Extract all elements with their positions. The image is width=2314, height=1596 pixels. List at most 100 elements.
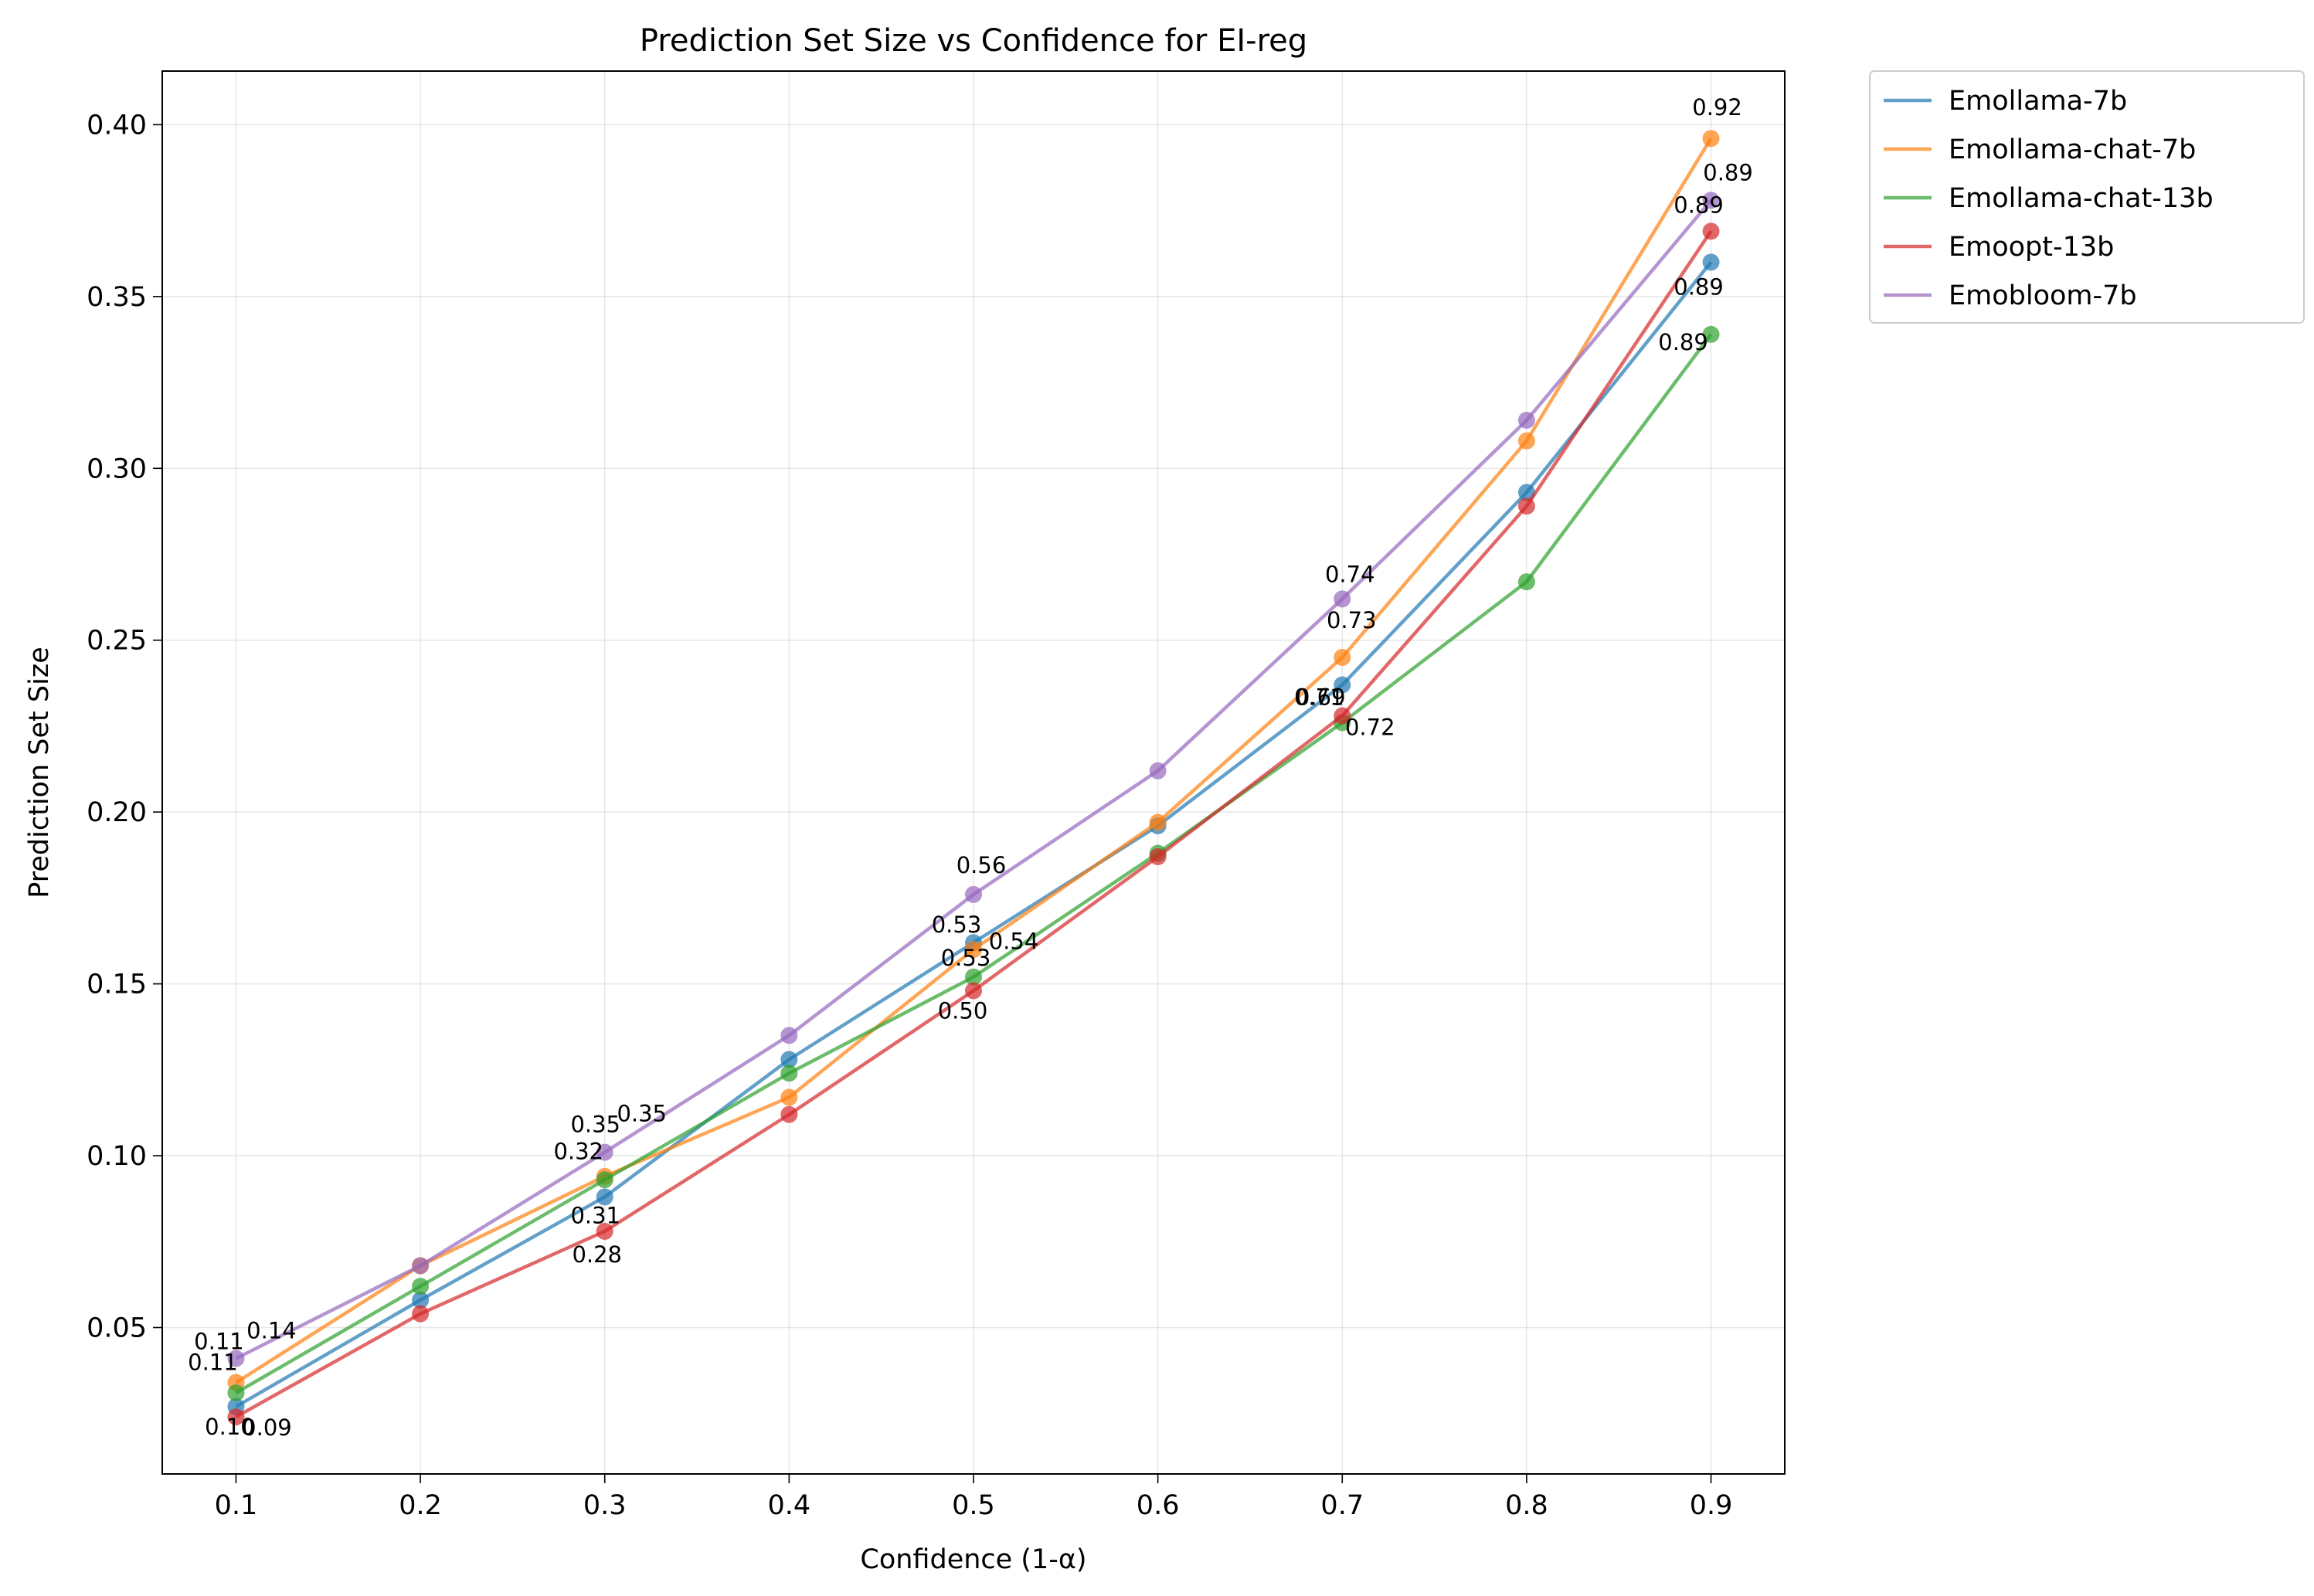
data-point xyxy=(596,1143,613,1161)
x-tick-label: 0.6 xyxy=(1137,1490,1180,1521)
grid xyxy=(162,71,1785,1474)
legend-item: Emoopt-13b xyxy=(1884,232,2114,263)
legend-item: Emobloom-7b xyxy=(1884,280,2137,311)
y-axis-label: Prediction Set Size xyxy=(24,647,55,898)
data-point xyxy=(1334,707,1351,725)
point-annotation: 0.10 xyxy=(205,1414,255,1440)
point-annotation: 0.50 xyxy=(938,997,988,1024)
data-point xyxy=(780,1051,798,1068)
data-point xyxy=(1334,590,1351,608)
data-point xyxy=(1149,847,1167,865)
data-point xyxy=(596,1188,613,1206)
point-annotation: 0.89 xyxy=(1673,273,1724,300)
point-annotation: 0.74 xyxy=(1325,561,1375,587)
point-annotation: 0.11 xyxy=(188,1350,238,1376)
data-point xyxy=(1517,432,1535,450)
data-point xyxy=(780,1027,798,1044)
y-tick-label: 0.30 xyxy=(87,453,147,484)
x-tick-label: 0.5 xyxy=(952,1490,995,1521)
point-annotation: 0.73 xyxy=(1327,607,1377,633)
point-annotation: 0.89 xyxy=(1703,159,1753,185)
data-point xyxy=(227,1408,245,1426)
data-point xyxy=(780,1065,798,1082)
data-point xyxy=(780,1088,798,1106)
point-annotation: 0.14 xyxy=(246,1318,297,1344)
legend-label: Emollama-7b xyxy=(1949,86,2127,117)
data-point xyxy=(412,1305,430,1323)
x-tick-label: 0.3 xyxy=(583,1490,627,1521)
series-emollama-chat-13b xyxy=(227,325,1720,1402)
data-point xyxy=(965,885,982,903)
series-emoopt-13b xyxy=(227,222,1720,1426)
legend-item: Emollama-chat-7b xyxy=(1884,134,2196,165)
point-annotation: 0.89 xyxy=(1673,192,1724,218)
point-annotation: 0.92 xyxy=(1692,94,1742,121)
data-point xyxy=(1517,497,1535,515)
point-annotation: 0.54 xyxy=(989,929,1039,955)
point-annotation: 0.35 xyxy=(617,1101,667,1127)
point-annotation: 0.71 xyxy=(1294,684,1344,711)
annotations: 0.10 0.31 0.53 0.71 0.89 0.11 0.32 0.53 0.73 0.92… xyxy=(188,94,1753,1441)
y-tick-label: 0.05 xyxy=(87,1312,147,1343)
point-annotation: 0.56 xyxy=(957,852,1007,878)
x-tick-label: 0.4 xyxy=(768,1490,811,1521)
point-annotation: 0.11 xyxy=(194,1329,244,1355)
data-point xyxy=(1334,676,1351,694)
x-axis-label: Confidence (1-α) xyxy=(860,1544,1086,1575)
y-tick-label: 0.35 xyxy=(87,282,147,313)
point-annotation: 0.31 xyxy=(570,1202,620,1228)
data-point xyxy=(412,1291,430,1309)
point-annotation: 0.32 xyxy=(553,1139,603,1165)
data-point xyxy=(227,1350,245,1367)
data-point xyxy=(1517,411,1535,429)
data-point xyxy=(1149,813,1167,831)
x-tick-label: 0.9 xyxy=(1690,1490,1733,1521)
y-tick-label: 0.20 xyxy=(87,797,147,828)
legend-item: Emollama-7b xyxy=(1884,86,2127,117)
x-tick-label: 0.1 xyxy=(215,1490,258,1521)
data-point xyxy=(412,1278,430,1295)
point-annotation: 0.35 xyxy=(570,1112,620,1138)
data-point xyxy=(965,941,982,959)
x-tick-label: 0.2 xyxy=(399,1490,442,1521)
data-point xyxy=(780,1105,798,1123)
data-point xyxy=(1702,325,1720,343)
point-annotation: 0.53 xyxy=(941,945,991,971)
legend-label: Emollama-chat-7b xyxy=(1949,134,2196,165)
point-annotation: 0.53 xyxy=(932,912,982,938)
axes: 0.1 0.2 0.3 0.4 0.5 0.6 0.7 0.8 0.9 0.05 0.10 0.15 0… xyxy=(87,110,1732,1521)
chart-title: Prediction Set Size vs Confidence for EI… xyxy=(640,23,1307,59)
x-tick-label: 0.7 xyxy=(1320,1490,1364,1521)
data-point xyxy=(227,1384,245,1402)
data-point xyxy=(965,968,982,986)
point-annotation: 0.89 xyxy=(1658,329,1708,355)
point-annotation: 0.72 xyxy=(1345,714,1395,740)
data-point xyxy=(1517,573,1535,591)
point-annotation: 0.09 xyxy=(242,1414,292,1441)
legend-box xyxy=(1869,70,2305,324)
y-tick-label: 0.10 xyxy=(87,1141,147,1172)
legend-label: Emobloom-7b xyxy=(1949,280,2137,311)
point-annotation: 0.69 xyxy=(1296,684,1346,711)
data-point xyxy=(412,1257,430,1275)
series-emobloom-7b xyxy=(227,192,1720,1367)
series-layer xyxy=(227,130,1720,1426)
data-point xyxy=(1702,222,1720,240)
legend-label: Emollama-chat-13b xyxy=(1949,183,2214,214)
legend-item: Emollama-chat-13b xyxy=(1884,183,2214,214)
data-point xyxy=(1334,648,1351,666)
y-tick-label: 0.40 xyxy=(87,110,147,141)
data-point xyxy=(1702,253,1720,271)
data-point xyxy=(1702,192,1720,209)
data-point xyxy=(1702,130,1720,148)
point-annotation: 0.28 xyxy=(572,1241,622,1268)
data-point xyxy=(596,1222,613,1240)
data-point xyxy=(596,1171,613,1189)
legend: Emollama-7b Emollama-chat-7b Emollama-chat… xyxy=(1869,70,2305,324)
x-tick-label: 0.8 xyxy=(1505,1490,1548,1521)
y-tick-label: 0.25 xyxy=(87,626,147,657)
data-point xyxy=(1517,484,1535,501)
legend-label: Emoopt-13b xyxy=(1949,232,2114,263)
data-point xyxy=(965,982,982,1000)
